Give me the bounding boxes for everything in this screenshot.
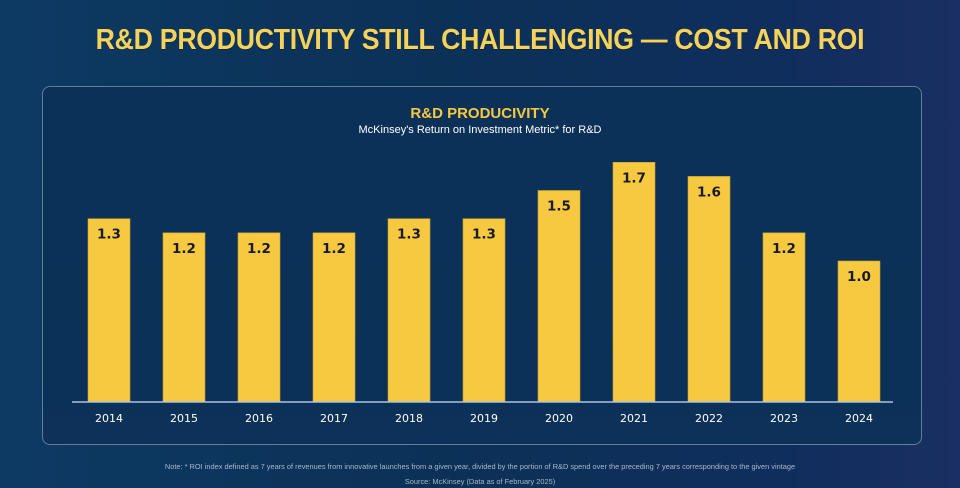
bar-2023	[762, 232, 806, 403]
chart-title: R&D PRODUCIVITY	[410, 105, 550, 122]
bar-2021	[612, 162, 656, 403]
data-label-2024: 1.0	[847, 269, 871, 285]
chart-subtitle: McKinsey's Return on Investment Metric* …	[358, 124, 602, 136]
data-label-2021: 1.7	[622, 170, 646, 186]
x-tick-label-2017: 2017	[320, 412, 348, 425]
data-label-2017: 1.2	[322, 241, 346, 257]
footnote: Note: * ROI index defined as 7 years of …	[164, 462, 796, 471]
data-label-2023: 1.2	[772, 241, 796, 257]
bar-2017	[312, 232, 356, 403]
x-tick-label-2014: 2014	[95, 412, 123, 425]
x-tick-label-2023: 2023	[770, 412, 798, 425]
page-title: R&D PRODUCTIVITY STILL CHALLENGING — COS…	[95, 24, 865, 56]
x-tick-label-2021: 2021	[620, 412, 648, 425]
data-label-2014: 1.3	[97, 227, 121, 243]
bar-2019	[462, 218, 506, 403]
x-tick-label-2016: 2016	[245, 412, 273, 425]
bar-2015	[162, 232, 206, 403]
x-tick-label-2019: 2019	[470, 412, 498, 425]
bar-2024	[837, 260, 881, 403]
x-tick-label-2024: 2024	[845, 412, 873, 425]
data-label-2022: 1.6	[697, 184, 721, 200]
x-tick-label-2022: 2022	[695, 412, 723, 425]
data-label-2018: 1.3	[397, 227, 421, 243]
data-label-2020: 1.5	[547, 199, 571, 215]
bar-2016	[237, 232, 281, 403]
bar-2020	[537, 190, 581, 403]
x-tick-label-2015: 2015	[170, 412, 198, 425]
data-label-2016: 1.2	[247, 241, 271, 257]
bar-2022	[687, 176, 731, 403]
bar-2018	[387, 218, 431, 403]
x-tick-label-2020: 2020	[545, 412, 573, 425]
bar-2014	[87, 218, 131, 403]
source-note: Source: McKinsey (Data as of February 20…	[404, 477, 556, 486]
data-label-2019: 1.3	[472, 227, 496, 243]
x-tick-label-2018: 2018	[395, 412, 423, 425]
data-label-2015: 1.2	[172, 241, 196, 257]
